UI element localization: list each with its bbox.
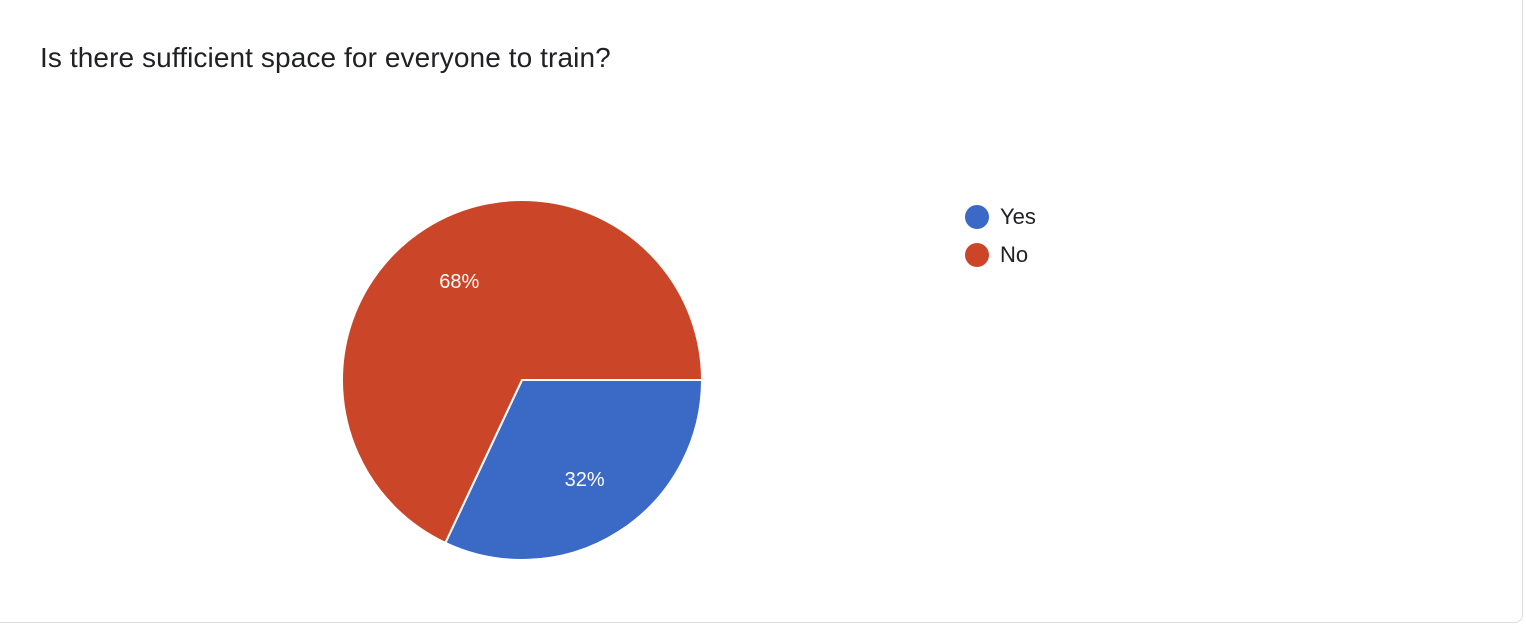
legend-label-yes: Yes xyxy=(1000,204,1036,229)
legend-swatch-yes xyxy=(965,205,989,229)
pie-slice-no[interactable] xyxy=(341,199,704,545)
pie-slice-yes[interactable] xyxy=(444,379,704,561)
legend-swatch-no xyxy=(965,243,989,267)
pie-label-no: 68% xyxy=(439,271,479,293)
legend-item-yes[interactable]: Yes xyxy=(965,198,1036,236)
legend-item-no[interactable]: No xyxy=(965,236,1036,274)
legend: Yes No xyxy=(965,198,1036,274)
pie-label-yes: 32% xyxy=(565,469,605,491)
legend-label-no: No xyxy=(1000,242,1029,267)
chart-title: Is there sufficient space for everyone t… xyxy=(40,42,611,73)
